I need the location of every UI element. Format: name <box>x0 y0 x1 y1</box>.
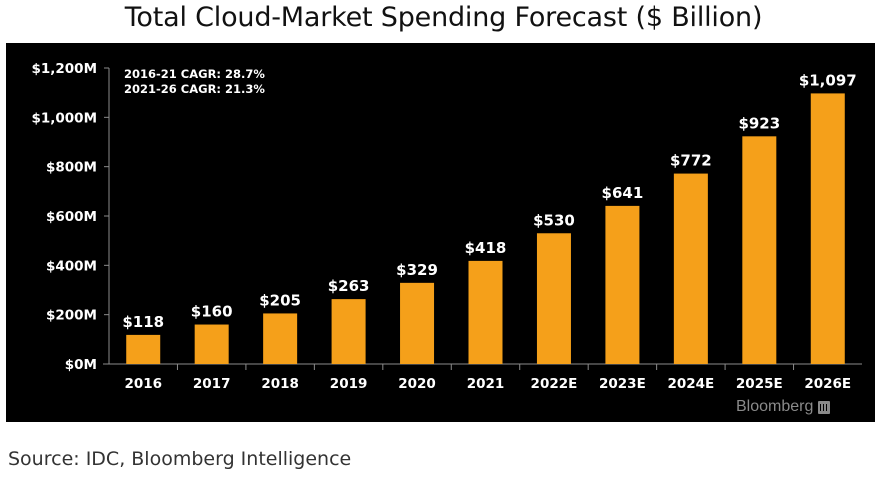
bar-2016 <box>126 334 161 364</box>
data-label-2024E: $772 <box>670 152 712 170</box>
y-tick-label: $1,000M <box>31 110 97 126</box>
data-label-2018: $205 <box>259 291 301 309</box>
data-label-2020: $329 <box>396 261 438 279</box>
y-tick-label: $600M <box>46 209 97 225</box>
bloomberg-logo: Bloomberg <box>736 398 831 416</box>
x-tick-label: 2021 <box>467 376 505 392</box>
data-label-2026E: $1,097 <box>799 71 857 89</box>
y-tick-label: $800M <box>46 160 97 176</box>
x-tick-label: 2020 <box>398 376 436 392</box>
cagr-annotation-2016-21: 2016-21 CAGR: 28.7% <box>124 67 265 81</box>
x-tick-label: 2019 <box>330 376 368 392</box>
bar-2018 <box>263 313 298 364</box>
chart-title: Total Cloud-Market Spending Forecast ($ … <box>124 2 763 33</box>
bar-2017 <box>194 324 229 364</box>
x-tick-label: 2024E <box>667 376 714 392</box>
bloomberg-wordmark: Bloomberg <box>736 398 814 415</box>
x-tick-label: 2022E <box>531 376 578 392</box>
source-note: Source: IDC, Bloomberg Intelligence <box>8 448 352 470</box>
x-tick-label: 2017 <box>193 376 231 392</box>
x-tick-label: 2018 <box>261 376 299 392</box>
x-tick-label: 2023E <box>599 376 646 392</box>
bar-2021 <box>468 260 503 364</box>
data-label-2023E: $641 <box>602 184 644 202</box>
bar-2022E <box>536 233 571 364</box>
data-label-2019: $263 <box>328 277 370 295</box>
y-tick-label: $200M <box>46 308 97 324</box>
y-tick-label: $400M <box>46 258 97 274</box>
bar-2026E <box>810 93 845 364</box>
y-tick-label: $0M <box>65 357 97 373</box>
x-tick-label: 2016 <box>124 376 162 392</box>
bar-2024E <box>673 173 708 364</box>
bar-2025E <box>742 136 777 364</box>
data-label-2021: $418 <box>465 239 507 257</box>
y-tick-label: $1,200M <box>31 61 97 77</box>
bar-2019 <box>331 299 366 364</box>
x-tick-label: 2025E <box>736 376 783 392</box>
data-label-2017: $160 <box>191 303 233 321</box>
data-label-2016: $118 <box>122 313 164 331</box>
bar-2023E <box>605 205 640 364</box>
cagr-annotations: 2016-21 CAGR: 28.7% 2021-26 CAGR: 21.3% <box>124 67 265 97</box>
cagr-annotation-2021-26: 2021-26 CAGR: 21.3% <box>124 82 265 96</box>
data-label-2025E: $923 <box>738 114 780 132</box>
bar-2020 <box>400 282 435 364</box>
x-tick-label: 2026E <box>804 376 851 392</box>
bloomberg-chat-icon <box>818 400 831 414</box>
data-label-2022E: $530 <box>533 211 575 229</box>
